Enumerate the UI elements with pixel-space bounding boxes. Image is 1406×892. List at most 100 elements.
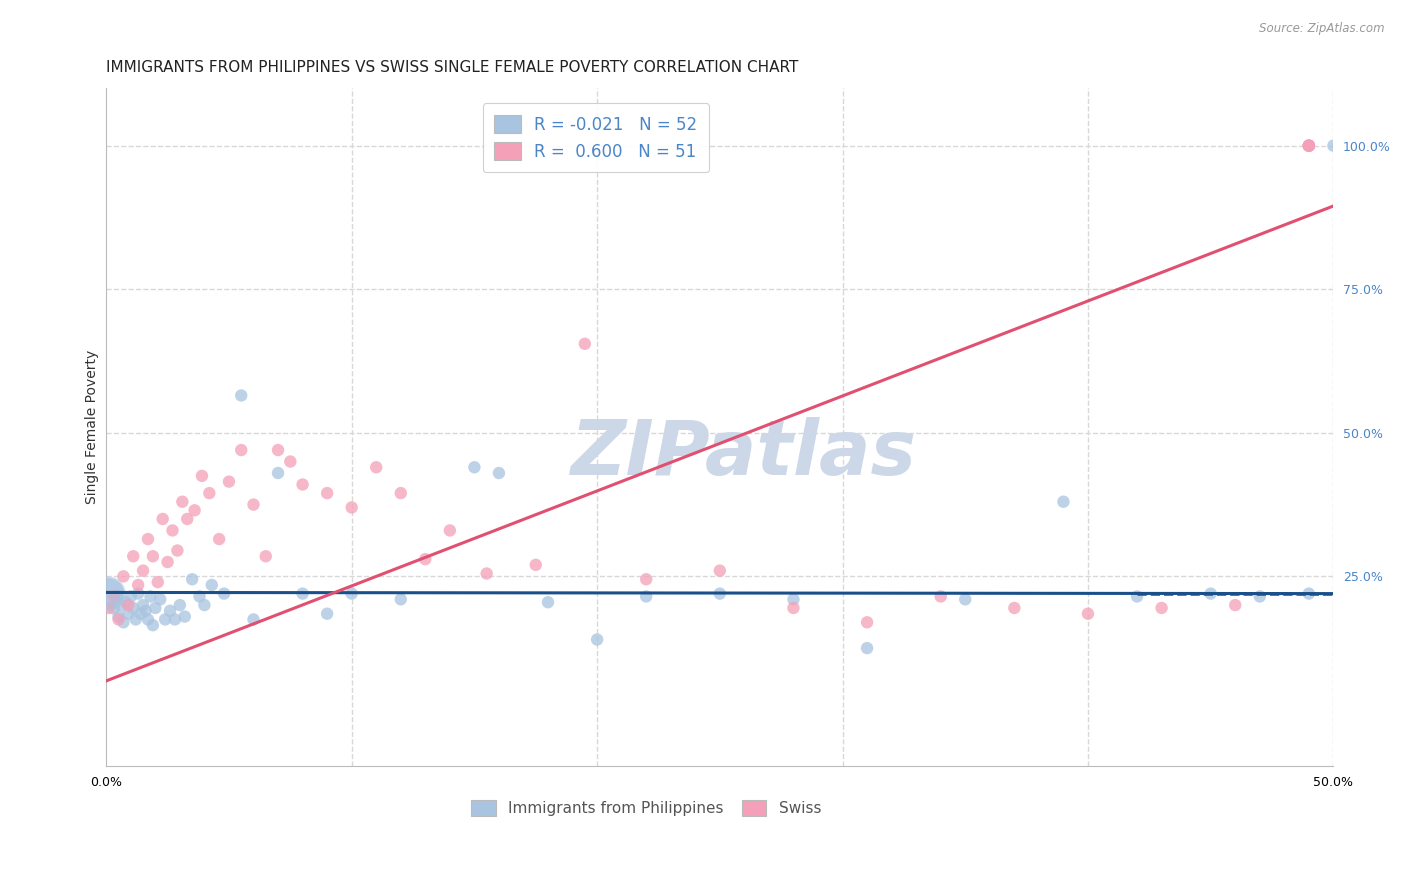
Point — [122, 601, 145, 615]
Point — [291, 586, 314, 600]
Point — [1298, 138, 1320, 153]
Point — [782, 592, 804, 607]
Point — [127, 578, 149, 592]
Point — [1322, 138, 1344, 153]
Point — [1298, 138, 1320, 153]
Point — [142, 549, 165, 564]
Point — [120, 590, 142, 604]
Point — [176, 512, 198, 526]
Point — [169, 598, 191, 612]
Point — [218, 475, 240, 489]
Point — [340, 586, 363, 600]
Point — [278, 454, 301, 468]
Point — [188, 590, 211, 604]
Point — [1298, 586, 1320, 600]
Point — [136, 612, 159, 626]
Point — [183, 503, 205, 517]
Point — [153, 612, 176, 626]
Point — [488, 466, 510, 480]
Point — [524, 558, 547, 572]
Point — [1298, 138, 1320, 153]
Point — [97, 586, 120, 600]
Point — [129, 607, 152, 621]
Point — [574, 336, 596, 351]
Point — [152, 512, 174, 526]
Point — [1002, 601, 1025, 615]
Point — [166, 543, 188, 558]
Text: IMMIGRANTS FROM PHILIPPINES VS SWISS SINGLE FEMALE POVERTY CORRELATION CHART: IMMIGRANTS FROM PHILIPPINES VS SWISS SIN… — [107, 60, 799, 75]
Legend: Immigrants from Philippines, Swiss: Immigrants from Philippines, Swiss — [465, 794, 827, 822]
Point — [193, 598, 215, 612]
Point — [97, 586, 120, 600]
Point — [1052, 494, 1074, 508]
Point — [389, 592, 412, 607]
Point — [139, 590, 162, 604]
Point — [127, 586, 149, 600]
Point — [856, 615, 879, 630]
Point — [231, 388, 253, 402]
Point — [242, 612, 264, 626]
Point — [389, 486, 412, 500]
Point — [115, 595, 138, 609]
Point — [782, 601, 804, 615]
Point — [439, 524, 461, 538]
Point — [181, 572, 204, 586]
Point — [125, 612, 148, 626]
Point — [316, 486, 339, 500]
Point — [201, 578, 224, 592]
Point — [117, 607, 139, 621]
Point — [117, 598, 139, 612]
Point — [586, 632, 609, 647]
Point — [156, 555, 179, 569]
Point — [149, 592, 172, 607]
Point — [475, 566, 498, 581]
Point — [231, 443, 253, 458]
Point — [107, 612, 129, 626]
Point — [146, 575, 169, 590]
Point — [267, 466, 290, 480]
Point — [97, 601, 120, 615]
Point — [709, 586, 731, 600]
Point — [291, 477, 314, 491]
Point — [136, 532, 159, 546]
Point — [173, 609, 195, 624]
Point — [242, 498, 264, 512]
Point — [143, 601, 166, 615]
Point — [413, 552, 436, 566]
Point — [709, 564, 731, 578]
Point — [122, 549, 145, 564]
Point — [1225, 598, 1247, 612]
Point — [340, 500, 363, 515]
Point — [366, 460, 388, 475]
Point — [316, 607, 339, 621]
Point — [162, 524, 184, 538]
Point — [267, 443, 290, 458]
Point — [537, 595, 560, 609]
Point — [212, 586, 235, 600]
Point — [1199, 586, 1222, 600]
Point — [191, 468, 214, 483]
Point — [636, 590, 658, 604]
Point — [1150, 601, 1173, 615]
Point — [208, 532, 231, 546]
Point — [132, 564, 155, 578]
Point — [636, 572, 658, 586]
Point — [163, 612, 186, 626]
Point — [1077, 607, 1099, 621]
Point — [172, 494, 194, 508]
Point — [254, 549, 277, 564]
Point — [856, 641, 879, 656]
Point — [134, 604, 156, 618]
Text: ZIPatlas: ZIPatlas — [571, 417, 917, 491]
Point — [112, 569, 135, 583]
Point — [955, 592, 977, 607]
Point — [198, 486, 221, 500]
Text: Source: ZipAtlas.com: Source: ZipAtlas.com — [1260, 22, 1385, 36]
Point — [142, 618, 165, 632]
Point — [1126, 590, 1149, 604]
Point — [159, 604, 181, 618]
Point — [105, 590, 128, 604]
Point — [112, 615, 135, 630]
Point — [103, 590, 125, 604]
Point — [463, 460, 485, 475]
